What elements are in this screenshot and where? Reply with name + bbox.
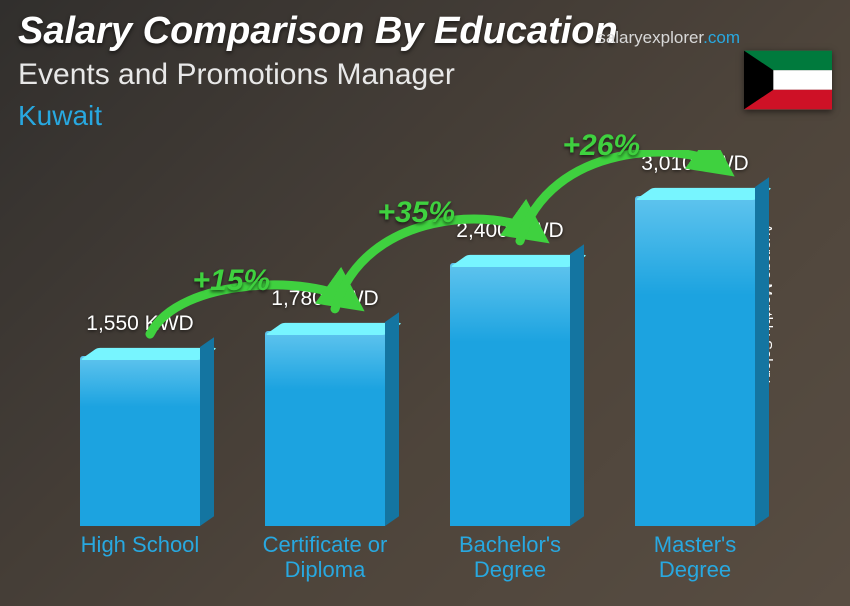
bar-face: 2,400 KWD xyxy=(450,263,570,526)
bar-category-label: High School xyxy=(50,532,230,557)
bar-top-face xyxy=(635,188,772,200)
brand-base: salaryexplorer xyxy=(597,28,703,47)
bar-side-face xyxy=(755,177,769,526)
jump-label: +26% xyxy=(563,129,641,163)
bar-category-label: Bachelor'sDegree xyxy=(420,532,600,583)
bar-side-face xyxy=(385,312,399,526)
country-label: Kuwait xyxy=(18,100,102,132)
page-title: Salary Comparison By Education xyxy=(18,10,618,53)
bar-top-face xyxy=(80,348,217,360)
bar-chart: 1,550 KWDHigh School1,780 KWDCertificate… xyxy=(40,150,810,586)
brand-watermark: salaryexplorer.com xyxy=(597,28,740,48)
bar-face: 1,780 KWD xyxy=(265,331,385,526)
bar-category-label: Master'sDegree xyxy=(605,532,785,583)
bar-face: 1,550 KWD xyxy=(80,356,200,526)
job-subtitle: Events and Promotions Manager xyxy=(18,58,455,92)
bar-face: 3,010 KWD xyxy=(635,196,755,526)
bar-side-face xyxy=(200,337,214,526)
bar: 1,550 KWDHigh School xyxy=(80,356,200,526)
jump-label: +15% xyxy=(193,264,271,298)
brand-ext: .com xyxy=(703,28,740,47)
bar-category-label: Certificate orDiploma xyxy=(235,532,415,583)
bar: 3,010 KWDMaster'sDegree xyxy=(635,196,755,526)
bar: 1,780 KWDCertificate orDiploma xyxy=(265,331,385,526)
bar-top-face xyxy=(450,255,587,267)
jump-label: +35% xyxy=(378,196,456,230)
bar-top-face xyxy=(265,323,402,335)
bar-side-face xyxy=(570,244,584,526)
bar-value-label: 1,550 KWD xyxy=(50,312,230,336)
bar: 2,400 KWDBachelor'sDegree xyxy=(450,263,570,526)
flag-icon xyxy=(744,50,832,110)
